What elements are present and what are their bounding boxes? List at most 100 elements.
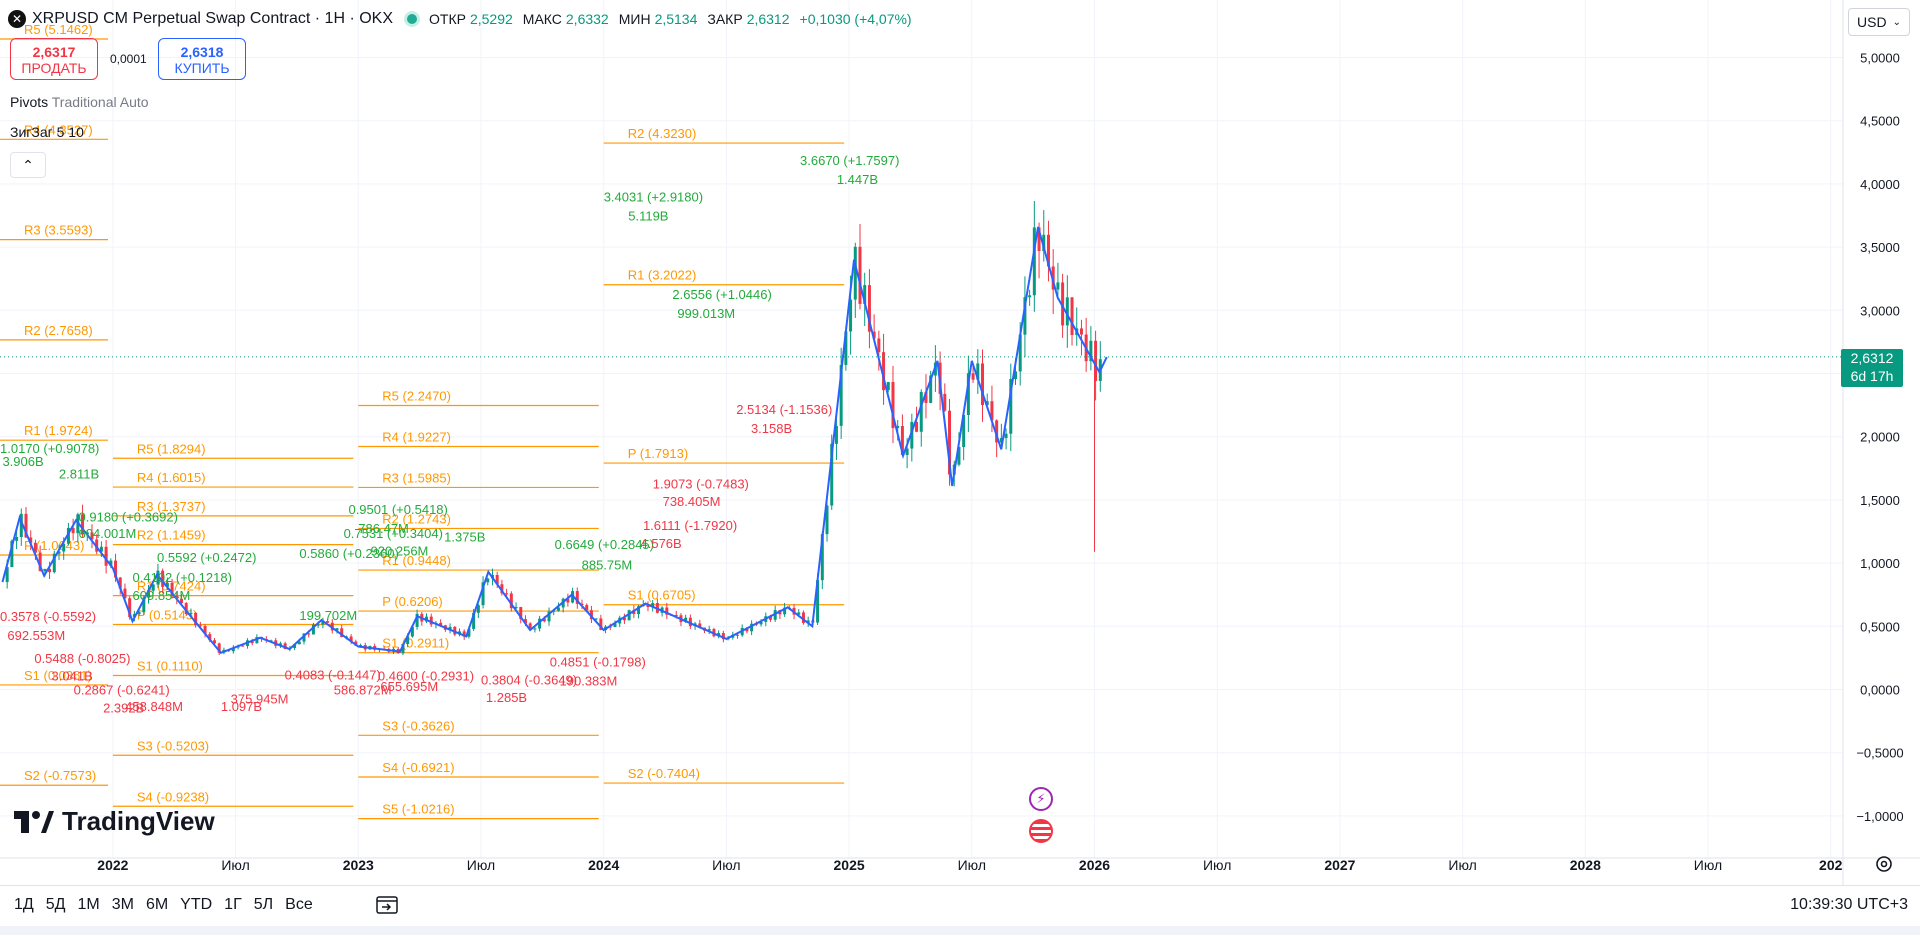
x-tick-label: Июл (712, 857, 740, 873)
zigzag-label: 0.3578 (-0.5592) (0, 609, 96, 624)
currency-select[interactable]: USD ⌄ (1848, 8, 1910, 36)
us-flag-event-icon[interactable] (1029, 819, 1053, 843)
candle-body (589, 610, 593, 620)
candle-body (872, 331, 876, 339)
pivots-legend[interactable]: Pivots Traditional Auto (10, 94, 149, 110)
horizontal-scrollbar[interactable] (0, 926, 1920, 935)
candle-body (1009, 379, 1013, 434)
range-1m[interactable]: 1М (77, 896, 100, 913)
candle-body (820, 534, 824, 581)
range-5d[interactable]: 5Д (45, 896, 66, 913)
pivot-level-label: S1 (0.0361) (24, 668, 92, 683)
candle-body (825, 505, 829, 535)
candle-body (5, 567, 9, 583)
range-3m[interactable]: 3М (111, 896, 134, 913)
y-tick-label: 1,0000 (1860, 556, 1900, 571)
candle-body (231, 647, 235, 652)
candle-body (66, 527, 70, 544)
candle-body (547, 611, 551, 622)
range-all[interactable]: Все (285, 896, 313, 913)
low-label: МИН (618, 11, 651, 27)
candle-body (335, 628, 339, 631)
range-1y[interactable]: 1Г (224, 896, 242, 913)
candle-body (165, 582, 169, 587)
candle-body (858, 246, 862, 304)
pivots-name: Pivots (10, 94, 49, 110)
clock[interactable]: 10:39:30 UTC+3 (1790, 896, 1908, 913)
sell-button[interactable]: 2,6317 ПРОДАТЬ (10, 38, 98, 80)
candle-body (15, 536, 19, 541)
sell-label: ПРОДАТЬ (21, 60, 87, 76)
range-5y[interactable]: 5Л (253, 896, 274, 913)
pivot-level-label: S5 (-1.0216) (382, 802, 454, 817)
symbol-title[interactable]: XRPUSD CM Perpetual Swap Contract · 1H ·… (32, 10, 394, 27)
candle-body (1004, 433, 1008, 439)
close-value: 2,6312 (746, 11, 790, 27)
candle-body (1061, 282, 1065, 326)
candle-body (735, 634, 739, 636)
zigzag-label: 0.6649 (+0.2845) (555, 537, 654, 552)
candle-body (43, 568, 47, 571)
candle-body (472, 612, 476, 629)
market-open-icon (407, 14, 418, 24)
gear-icon[interactable] (1874, 854, 1894, 874)
xrp-logo-icon: ✕ (8, 10, 26, 28)
candle-body (651, 603, 655, 608)
candle-body (1023, 297, 1027, 335)
candle-body (523, 619, 527, 624)
pivot-level-label: R3 (1.5985) (382, 470, 451, 485)
x-tick-label: 2028 (1570, 857, 1601, 873)
zigzag-label: 786.47M (358, 521, 409, 536)
zigzag-label: 655.695M (380, 679, 438, 694)
candle-body (137, 612, 141, 615)
candle-body (48, 568, 52, 573)
y-tick-label: 0,5000 (1860, 619, 1900, 634)
zigzag-label: 885.75M (582, 557, 633, 572)
range-6m[interactable]: 6М (145, 896, 169, 913)
candle-body (175, 595, 179, 599)
candle-body (184, 603, 188, 614)
zigzag-legend[interactable]: ЗигЗаг 5 10 (10, 124, 84, 140)
candle-body (326, 621, 330, 623)
candle-body (1037, 227, 1041, 252)
zigzag-label: 0.4102 (+0.1218) (133, 570, 232, 585)
pivot-level-label: S3 (-0.5203) (137, 738, 209, 753)
calendar-goto-icon[interactable] (376, 894, 398, 914)
candle-body (533, 628, 537, 630)
candle-body (128, 598, 132, 617)
zigzag-label: 190.383M (560, 674, 618, 689)
x-tick-label: 2025 (834, 857, 865, 873)
candle-body (212, 640, 216, 644)
range-1d[interactable]: 1Д (14, 896, 34, 913)
candle-body (698, 623, 702, 628)
price-chart[interactable]: 5,00004,50004,00003,50003,00002,50002,00… (0, 0, 1920, 885)
x-tick-label: 2022 (97, 857, 128, 873)
candle-body (566, 598, 570, 603)
range-ytd[interactable]: YTD (180, 896, 213, 913)
bottom-toolbar: 1Д 5Д 1М 3М 6М YTD 1Г 5Л Все 10:39:30 UT… (0, 885, 1920, 926)
zigzag-label: 4.576B (641, 536, 682, 551)
tradingview-logo[interactable]: TradingView (14, 806, 215, 837)
candle-body (853, 246, 857, 300)
candle-body (542, 618, 546, 622)
y-tick-label: −0,5000 (1856, 746, 1903, 761)
candle-body (999, 438, 1003, 443)
lightning-event-icon[interactable]: ⚡ (1029, 787, 1053, 811)
candle-body (891, 381, 895, 429)
candle-body (10, 540, 14, 568)
candle-body (81, 514, 85, 535)
pivot-level-label: R1 (0.9448) (382, 553, 451, 568)
pivots-params: Traditional Auto (51, 94, 149, 110)
pivot-level-label: R4 (4.3527) (24, 122, 93, 137)
candle-body (768, 616, 772, 620)
zigzag-label: 375.945M (231, 691, 289, 706)
candle-body (147, 590, 151, 598)
open-value: 2,5292 (469, 11, 513, 27)
buy-button[interactable]: 2,6318 КУПИТЬ (158, 38, 246, 80)
candle-body (688, 617, 692, 627)
candle-body (995, 420, 999, 443)
candle-body (684, 617, 688, 623)
collapse-legend-button[interactable]: ⌃ (10, 152, 46, 178)
zigzag-label: 0.3804 (-0.3649) (481, 672, 577, 687)
candle-body (316, 624, 320, 626)
